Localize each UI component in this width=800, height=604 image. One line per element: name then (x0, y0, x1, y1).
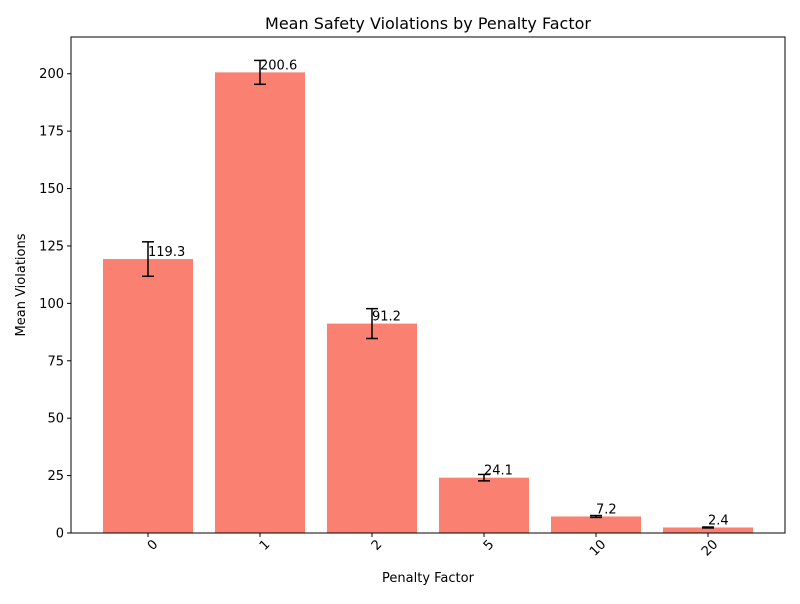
bar-5 (439, 477, 529, 533)
y-axis-label: Mean Violations (14, 233, 29, 336)
error-bar-1 (254, 59, 266, 86)
error-bar-10 (590, 514, 602, 519)
bar-10 (551, 516, 641, 533)
data-label-10: 7.2 (596, 502, 617, 517)
error-bar-0 (142, 241, 154, 278)
data-label-20: 2.4 (708, 513, 729, 528)
error-bar-5 (478, 473, 490, 482)
data-label-1: 200.6 (260, 58, 297, 73)
plot-area: 119.3 200.6 91.2 24.1 7.2 2.4 0 25 50 75 100 125 150… (39, 36, 786, 560)
y-tick-label: 0 (56, 527, 64, 542)
bar-1 (215, 72, 305, 533)
y-tick-label: 175 (39, 125, 64, 140)
error-bar-2 (366, 307, 378, 340)
x-axis-label: Penalty Factor (382, 571, 475, 586)
bar-0 (103, 259, 193, 533)
y-tick-label: 125 (39, 239, 64, 254)
data-label-5: 24.1 (484, 464, 513, 479)
y-tick-label: 100 (39, 297, 64, 312)
bar-2 (327, 323, 417, 533)
y-tick-label: 200 (39, 67, 64, 82)
error-bar-20 (702, 526, 714, 529)
y-tick-label: 25 (47, 469, 64, 484)
chart-title: Mean Safety Violations by Penalty Factor (265, 14, 591, 33)
data-label-2: 91.2 (372, 310, 401, 325)
y-tick-label: 150 (39, 182, 64, 197)
bar-20 (663, 527, 753, 533)
y-tick-label: 50 (47, 412, 64, 427)
data-label-0: 119.3 (148, 245, 185, 260)
y-tick-label: 75 (47, 354, 64, 369)
axes-frame (70, 36, 786, 534)
